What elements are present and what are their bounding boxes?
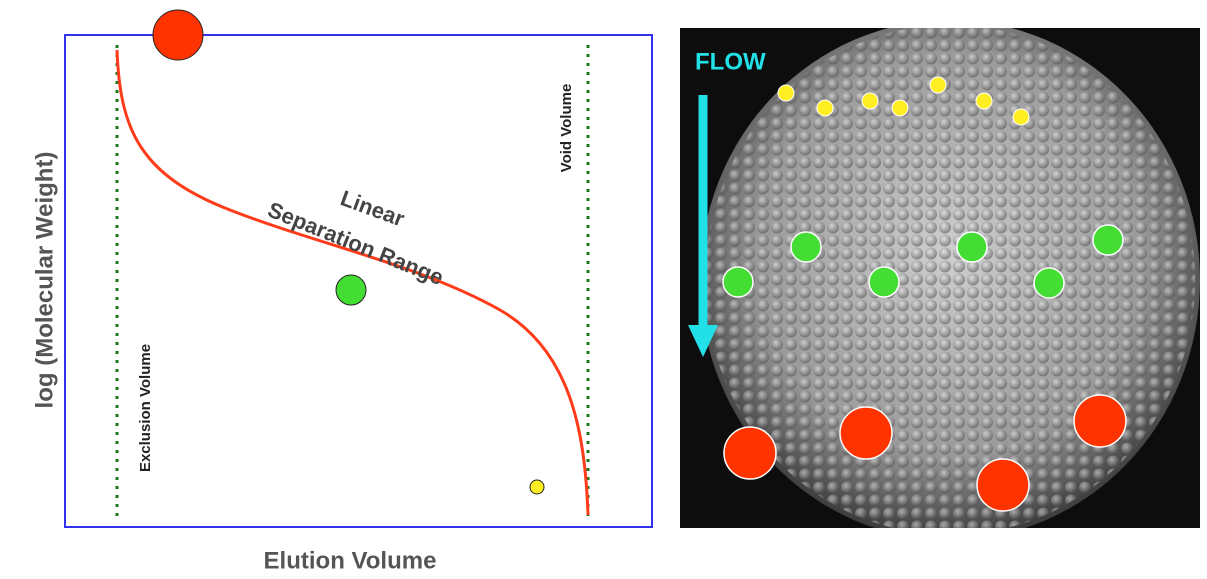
yellow-dot bbox=[816, 99, 834, 117]
flow-label: FLOW bbox=[695, 48, 766, 75]
small-molecules bbox=[777, 76, 1030, 126]
flow-arrow-head bbox=[688, 325, 718, 357]
exclusion-label: Exclusion Volume bbox=[137, 344, 154, 472]
yellow-dot bbox=[929, 76, 947, 94]
red-dot bbox=[1073, 394, 1127, 448]
large-molecule bbox=[152, 9, 204, 61]
yellow-dot bbox=[1012, 108, 1030, 126]
yellow-dot bbox=[975, 92, 993, 110]
void-label: Void Volume bbox=[558, 84, 575, 173]
green-dot bbox=[790, 231, 822, 263]
red-dot bbox=[976, 458, 1030, 512]
yellow-dot bbox=[891, 99, 909, 117]
x-axis-label: Elution Volume bbox=[264, 547, 437, 574]
green-dot bbox=[868, 266, 900, 298]
red-dot bbox=[723, 426, 777, 480]
red-dot bbox=[839, 406, 893, 460]
calibration-curve bbox=[115, 49, 590, 516]
yellow-dot bbox=[777, 84, 795, 102]
y-axis-label: log (Molecular Weight) bbox=[31, 152, 58, 409]
small-molecule bbox=[529, 479, 545, 495]
green-dot bbox=[1092, 224, 1124, 256]
medium-molecule bbox=[335, 274, 367, 306]
green-dot bbox=[722, 266, 754, 298]
green-dot bbox=[956, 231, 988, 263]
green-dot bbox=[1033, 267, 1065, 299]
medium-molecules bbox=[722, 224, 1124, 299]
yellow-dot bbox=[861, 92, 879, 110]
large-molecules bbox=[723, 394, 1127, 512]
